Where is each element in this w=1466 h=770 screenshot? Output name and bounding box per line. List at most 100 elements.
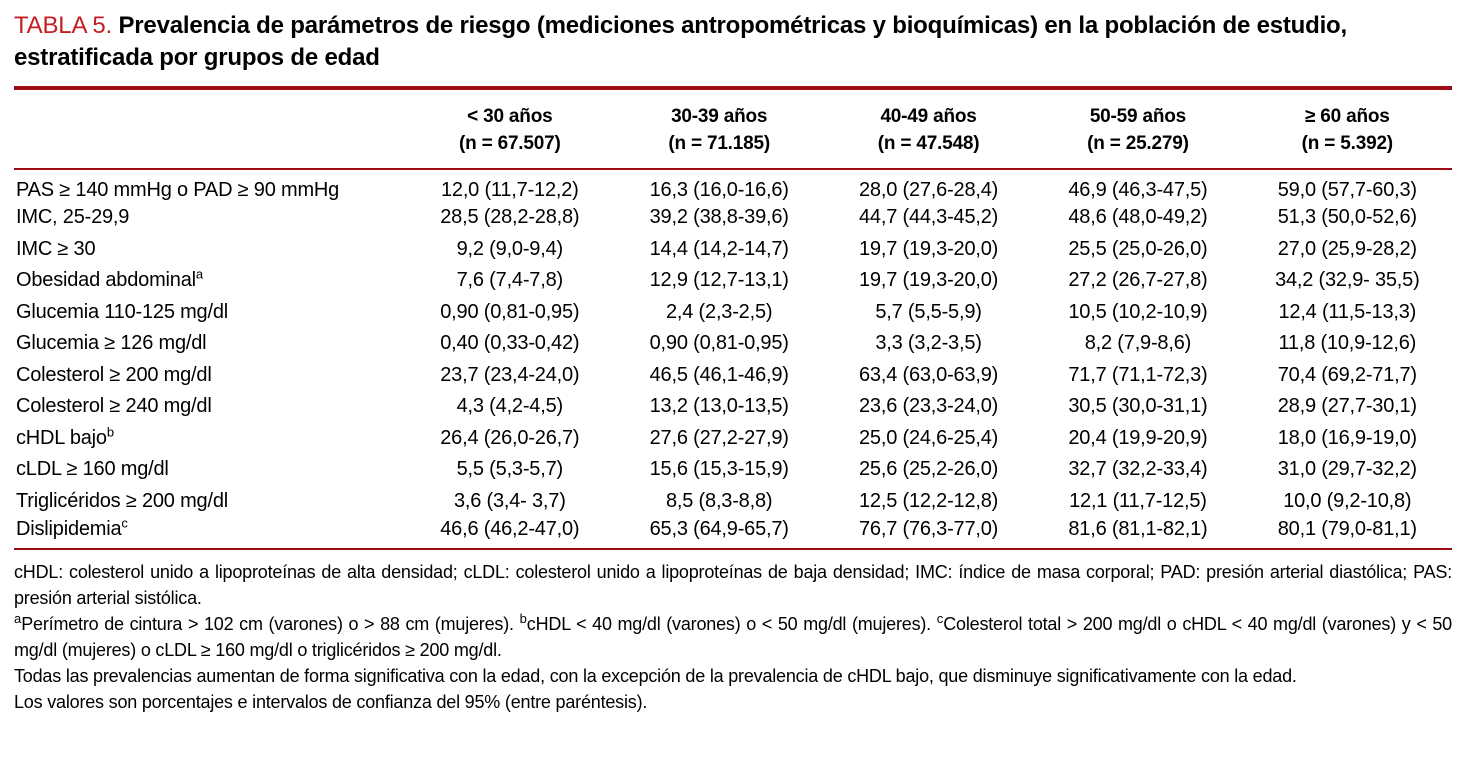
value-cell: 4,3 (4,2-4,5): [456, 395, 564, 418]
value-cell: 7,6 (7,4-7,8): [456, 269, 564, 292]
value-cell: 32,7 (32,2-33,4): [1068, 458, 1208, 481]
row-label-superscript: b: [106, 424, 115, 440]
value-cell: 11,8 (10,9-12,6): [1278, 332, 1417, 355]
value-cell: 13,2 (13,0-13,5): [649, 395, 789, 418]
age-group-label: 40-49 años: [880, 106, 977, 127]
table-row: Glucemia 110-125 mg/dl 0,90 (0,81-0,95) 2,…: [14, 297, 1452, 329]
value-cell: 12,1 (11,7-12,5): [1069, 489, 1207, 512]
value-cell: 14,4 (14,2-14,7): [649, 237, 789, 260]
table-row: PAS ≥ 140 mmHg o PAD ≥ 90 mmHg 12,0 (11,7…: [14, 169, 1452, 202]
value-cell: 20,4 (19,9-20,9): [1068, 426, 1208, 449]
value-cell: 39,2 (38,8-39,6): [649, 206, 789, 229]
age-group-n: (n = 47.548): [877, 133, 980, 154]
value-cell: 28,0 (27,6-28,4): [859, 179, 999, 201]
prevalence-table: < 30 años (n = 67.507) 30-39 años (n = 71.1…: [14, 90, 1452, 550]
row-label-superscript: a: [195, 266, 204, 282]
value-cell: 28,5 (28,2-28,8): [440, 206, 580, 229]
column-header-age-group: < 30 años (n = 67.507): [405, 90, 615, 170]
footnote-superscript: b: [519, 610, 527, 626]
table-caption: TABLA 5. Prevalencia de parámetros de ri…: [14, 10, 1452, 74]
table-row: IMC ≥ 30 9,2 (9,0-9,4) 14,4 (14,2-14,7) 19,…: [14, 234, 1452, 266]
column-header-age-group: 40-49 años (n = 47.548): [823, 90, 1034, 170]
value-cell: 70,4 (69,2-71,7): [1277, 363, 1417, 386]
table-row: cHDL bajob 26,4 (26,0-26,7) 27,6 (27,2-27,…: [14, 423, 1452, 455]
age-group-label: ≥ 60 años: [1304, 106, 1390, 127]
row-label-superscript: c: [121, 515, 128, 531]
value-cell: 80,1 (79,0-81,1): [1277, 517, 1417, 540]
header-row: < 30 años (n = 67.507) 30-39 años (n = 71.1…: [14, 90, 1452, 170]
value-cell: 46,5 (46,1-46,9): [649, 363, 789, 386]
row-label: Glucemia 110-125 mg/dl: [16, 300, 229, 323]
value-cell: 59,0 (57,7-60,3): [1277, 179, 1417, 201]
table-body: PAS ≥ 140 mmHg o PAD ≥ 90 mmHg 12,0 (11,7…: [14, 169, 1452, 549]
table-row: IMC, 25-29,9 28,5 (28,2-28,8) 39,2 (38,8-3…: [14, 202, 1452, 234]
footnote-superscript: a: [14, 610, 22, 626]
row-label: cHDL bajob: [16, 424, 115, 449]
column-header-age-group: 50-59 años (n = 25.279): [1033, 90, 1243, 170]
age-group-n: (n = 5.392): [1301, 133, 1393, 154]
value-cell: 5,7 (5,5-5,9): [875, 300, 982, 323]
footnotes-block: cHDL: colesterol unido a lipoproteínas d…: [14, 550, 1452, 715]
value-cell: 23,7 (23,4-24,0): [440, 363, 580, 386]
value-cell: 65,3 (64,9-65,7): [649, 517, 789, 540]
value-cell: 31,0 (29,7-32,2): [1277, 458, 1417, 481]
value-cell: 5,5 (5,3-5,7): [456, 458, 564, 481]
value-cell: 10,0 (9,2-10,8): [1283, 489, 1412, 512]
footnote-definitions: aPerímetro de cintura > 102 cm (varones)…: [14, 610, 1452, 660]
age-group-label: 30-39 años: [671, 106, 768, 127]
row-label: IMC, 25-29,9: [16, 206, 130, 229]
age-group-label: 50-59 años: [1089, 106, 1187, 127]
table-title: Prevalencia de parámetros de riesgo (med…: [14, 12, 1347, 71]
value-cell: 19,7 (19,3-20,0): [859, 237, 999, 260]
table-header: < 30 años (n = 67.507) 30-39 años (n = 71.1…: [14, 90, 1452, 170]
value-cell: 27,2 (26,7-27,8): [1068, 269, 1208, 292]
value-cell: 25,6 (25,2-26,0): [859, 458, 999, 481]
row-label: cLDL ≥ 160 mg/dl: [16, 458, 169, 481]
value-cell: 16,3 (16,0-16,6): [649, 179, 789, 201]
value-cell: 8,2 (7,9-8,6): [1084, 332, 1192, 355]
value-cell: 18,0 (16,9-19,0): [1277, 426, 1417, 449]
row-label: Triglicéridos ≥ 200 mg/dl: [16, 489, 228, 512]
value-cell: 12,4 (11,5-13,3): [1278, 300, 1417, 323]
value-cell: 44,7 (44,3-45,2): [859, 206, 999, 229]
value-cell: 63,4 (63,0-63,9): [859, 363, 999, 386]
column-header-age-group: 30-39 años (n = 71.185): [614, 90, 824, 170]
value-cell: 2,4 (2,3-2,5): [666, 300, 773, 323]
value-cell: 25,5 (25,0-26,0): [1068, 237, 1208, 260]
value-cell: 46,6 (46,2-47,0): [440, 517, 580, 540]
table-row: Dislipidemiac 46,6 (46,2-47,0) 65,3 (64,9-…: [14, 515, 1452, 549]
table-row: Colesterol ≥ 240 mg/dl 4,3 (4,2-4,5) 13,2 …: [14, 391, 1452, 423]
age-group-label: < 30 años: [467, 106, 553, 127]
footnote-abbreviations: cHDL: colesterol unido a lipoproteínas d…: [14, 561, 1452, 608]
value-cell: 15,6 (15,3-15,9): [649, 458, 789, 481]
row-label: Dislipidemiac: [16, 515, 128, 540]
row-label: Colesterol ≥ 240 mg/dl: [16, 395, 212, 418]
row-label: IMC ≥ 30: [16, 237, 96, 260]
value-cell: 0,40 (0,33-0,42): [440, 332, 580, 355]
column-header-empty: [14, 90, 406, 170]
value-cell: 71,7 (71,1-72,3): [1068, 363, 1208, 386]
value-cell: 51,3 (50,0-52,6): [1277, 206, 1417, 229]
row-label: Colesterol ≥ 200 mg/dl: [16, 363, 212, 386]
value-cell: 23,6 (23,3-24,0): [859, 395, 999, 418]
value-cell: 19,7 (19,3-20,0): [859, 269, 999, 292]
value-cell: 28,9 (27,7-30,1): [1277, 395, 1417, 418]
value-cell: 30,5 (30,0-31,1): [1068, 395, 1208, 418]
value-cell: 9,2 (9,0-9,4): [456, 237, 564, 260]
value-cell: 27,6 (27,2-27,9): [649, 426, 789, 449]
column-header-age-group: ≥ 60 años (n = 5.392): [1242, 90, 1452, 170]
value-cell: 25,0 (24,6-25,4): [859, 426, 999, 449]
value-cell: 0,90 (0,81-0,95): [649, 332, 789, 355]
value-cell: 3,6 (3,4- 3,7): [453, 489, 566, 512]
row-label: Obesidad abdominala: [16, 266, 204, 292]
age-group-n: (n = 71.185): [668, 133, 770, 154]
value-cell: 12,5 (12,2-12,8): [859, 489, 999, 512]
value-cell: 26,4 (26,0-26,7): [440, 426, 580, 449]
table-number: TABLA 5.: [14, 12, 113, 39]
value-cell: 12,9 (12,7-13,1): [649, 269, 789, 292]
value-cell: 8,5 (8,3-8,8): [666, 489, 773, 512]
table-row: cLDL ≥ 160 mg/dl 5,5 (5,3-5,7) 15,6 (15,3-…: [14, 454, 1452, 486]
footnote-significance: Todas las prevalencias aumentan de forma…: [14, 665, 1297, 686]
row-label: PAS ≥ 140 mmHg o PAD ≥ 90 mmHg: [16, 179, 340, 201]
